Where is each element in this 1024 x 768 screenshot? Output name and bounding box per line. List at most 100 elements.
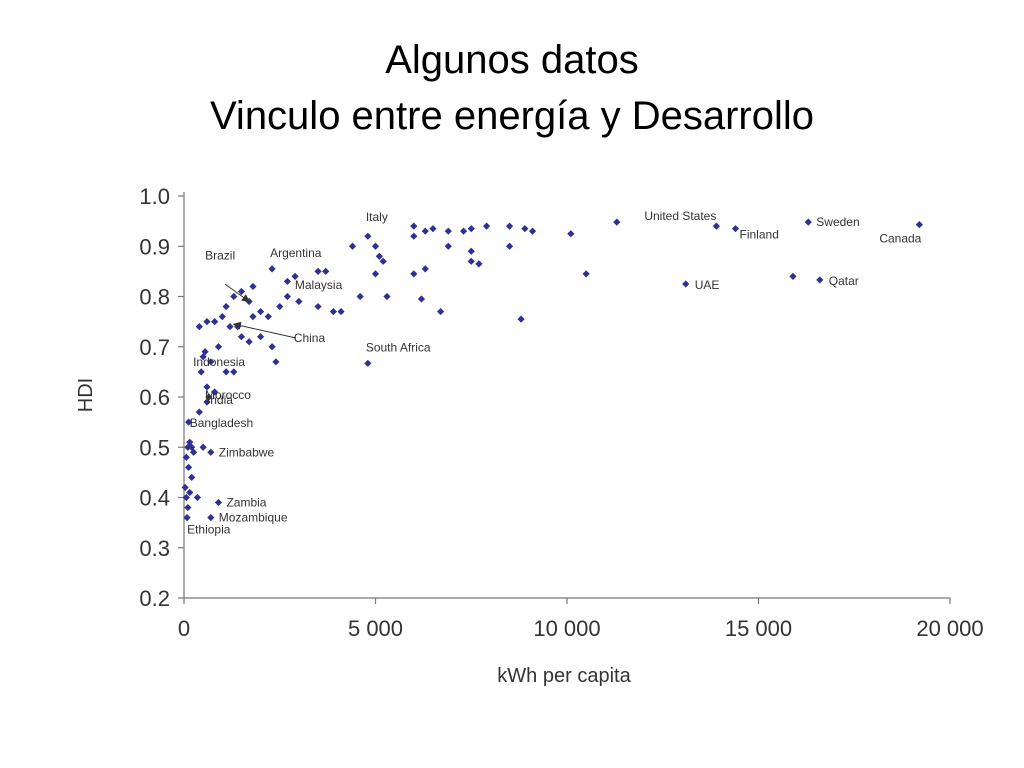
x-tick-label: 0 [178,616,190,641]
data-point [356,292,364,301]
data-point [237,287,246,296]
arrow-china [232,321,297,339]
data-point [195,408,203,416]
data-point [410,232,418,240]
y-tick-label: 0.3 [139,536,170,561]
data-point [182,493,190,502]
data-point [184,418,193,426]
slide-title-line-1: Algunos datos [385,38,639,82]
data-point [189,448,198,456]
data-point [197,368,205,376]
data-point [364,359,372,367]
data-point [410,270,418,278]
data-point [218,313,226,321]
data-point [184,463,193,471]
data-point [371,242,380,250]
point-label-indonesia: Indonesia [193,355,245,369]
data-point [295,297,303,306]
y-tick-label: 0.8 [139,285,170,310]
data-point [467,225,475,233]
data-point [226,323,234,331]
data-point [222,302,230,311]
data-point [181,483,189,492]
x-tick-label: 5 000 [348,616,403,641]
data-point [184,503,192,512]
data-point [410,222,418,230]
data-point [383,292,391,301]
data-point [222,368,230,376]
data-point [195,323,203,331]
data-point [371,270,380,278]
data-point [257,333,265,341]
data-point [245,338,253,346]
data-point [230,292,238,301]
data-point [682,280,690,288]
data-point [182,453,190,461]
data-point [329,307,337,316]
data-point [505,242,514,250]
data-point [249,282,257,291]
data-point [237,333,246,341]
data-point [207,358,215,366]
data-point [264,313,272,321]
data-point [582,270,590,278]
data-point [712,222,720,230]
y-tick-label: 0.4 [139,486,170,511]
data-point [314,302,322,311]
data-point [203,318,211,326]
data-point [201,348,209,356]
data-point [379,257,387,265]
y-tick-label: 1.0 [139,184,170,209]
data-point [272,358,280,366]
data-point [421,227,429,235]
point-label-ethiopia: Ethiopia [187,523,231,537]
point-label-zimbabwe: Zimbabwe [219,445,275,459]
data-point [249,313,257,321]
data-point [211,388,219,396]
data-point [567,230,575,238]
data-point [268,343,276,351]
data-point [230,368,238,376]
y-tick-label: 0.6 [139,385,170,410]
point-label-finland: Finland [740,228,779,242]
point-label-qatar: Qatar [829,274,859,288]
data-point [205,393,213,401]
point-label-zambia: Zambia [226,496,266,510]
data-point [789,272,797,280]
data-point [459,227,468,235]
data-point [505,222,514,230]
data-point [444,242,452,250]
data-point [322,267,330,275]
data-point [211,318,219,326]
data-point [521,225,529,233]
point-label-argentina: Argentina [270,246,322,260]
data-point [613,218,621,226]
point-label-brazil: Brazil [205,249,235,263]
data-point [193,493,202,502]
point-label-malaysia: Malaysia [295,278,343,292]
data-point [475,260,483,268]
data-point [214,498,223,507]
data-point [804,218,812,226]
data-point [482,222,491,230]
point-label-united-states: United States [644,209,716,223]
data-point [257,307,265,316]
point-label-uae: UAE [695,278,720,292]
data-point [467,257,475,265]
y-tick-label: 0.7 [139,335,170,360]
point-label-italy: Italy [366,210,388,224]
data-point [437,307,445,316]
y-tick-label: 0.2 [139,586,170,611]
data-point [314,267,322,275]
data-point [444,227,452,235]
data-point [283,277,292,286]
point-label-south-africa: South Africa [366,340,431,354]
data-point [375,252,383,260]
y-tick-label: 0.5 [139,435,170,460]
data-point [731,225,740,233]
point-label-china: China [294,331,326,345]
data-point [207,514,215,522]
data-point [517,315,525,323]
data-point [816,276,824,284]
slide-title: Algunos datos Vinculo entre energía y De… [0,32,1024,144]
